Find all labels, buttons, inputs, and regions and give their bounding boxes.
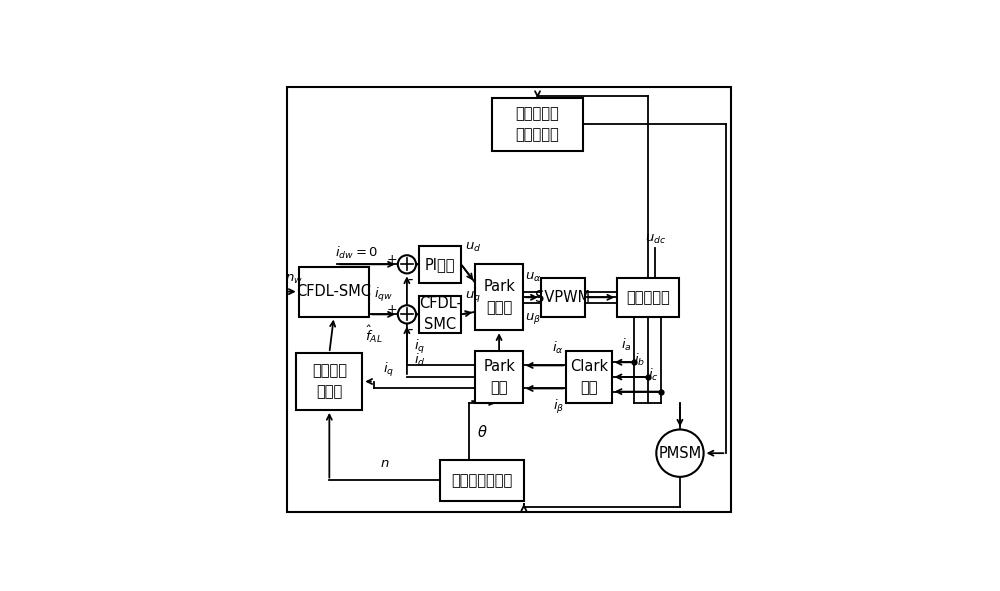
Text: $u_{dc}$: $u_{dc}$: [645, 233, 666, 246]
Text: 螺旋桨负载
与未知扰动: 螺旋桨负载 与未知扰动: [516, 106, 559, 142]
Text: -: -: [407, 322, 412, 336]
FancyBboxPatch shape: [299, 267, 369, 317]
Text: Park
逆变换: Park 逆变换: [483, 280, 515, 316]
Text: $i_\beta$: $i_\beta$: [553, 398, 564, 415]
Text: $i_a$: $i_a$: [621, 337, 632, 353]
FancyBboxPatch shape: [475, 351, 523, 403]
Text: CFDL-
SMC: CFDL- SMC: [419, 296, 462, 332]
Circle shape: [398, 255, 416, 274]
FancyBboxPatch shape: [419, 296, 461, 333]
Text: $u_d$: $u_d$: [465, 241, 481, 254]
Text: $i_q$: $i_q$: [414, 338, 425, 356]
Text: PMSM: PMSM: [658, 446, 702, 460]
Text: +: +: [387, 254, 398, 267]
Text: $u_\alpha$: $u_\alpha$: [525, 271, 542, 284]
Text: $i_d$: $i_d$: [414, 352, 425, 368]
Circle shape: [656, 430, 704, 477]
Circle shape: [398, 306, 416, 323]
Text: +: +: [387, 303, 398, 316]
Text: 扩张状态
观测器: 扩张状态 观测器: [312, 363, 347, 400]
Text: 位置和速度检测: 位置和速度检测: [451, 473, 512, 488]
FancyBboxPatch shape: [492, 98, 583, 151]
Text: CFDL-SMC: CFDL-SMC: [296, 284, 371, 299]
Text: PI控制: PI控制: [425, 257, 455, 272]
Text: Clark
变换: Clark 变换: [570, 359, 608, 395]
FancyBboxPatch shape: [475, 264, 523, 330]
FancyBboxPatch shape: [440, 460, 524, 501]
Text: $i_\alpha$: $i_\alpha$: [552, 340, 564, 356]
FancyBboxPatch shape: [419, 246, 461, 282]
Text: $i_q$: $i_q$: [383, 361, 394, 379]
Text: -: -: [407, 271, 412, 287]
Text: $i_c$: $i_c$: [648, 366, 659, 382]
Text: SVPWM: SVPWM: [535, 290, 591, 305]
FancyBboxPatch shape: [566, 351, 612, 403]
Text: $i_{qw}$: $i_{qw}$: [374, 287, 393, 304]
Text: $\hat{f}_{AL}$: $\hat{f}_{AL}$: [365, 324, 382, 346]
Text: 三相逆变器: 三相逆变器: [626, 290, 670, 305]
Text: Park
变换: Park 变换: [483, 359, 515, 395]
Text: $u_\beta$: $u_\beta$: [525, 311, 541, 326]
FancyBboxPatch shape: [541, 278, 585, 317]
Text: $i_{dw}=0$: $i_{dw}=0$: [335, 245, 378, 261]
Text: $n_w$: $n_w$: [285, 273, 303, 287]
Text: $u_q$: $u_q$: [465, 290, 481, 304]
Text: $n$: $n$: [380, 457, 389, 470]
FancyBboxPatch shape: [296, 353, 362, 410]
Text: $\theta$: $\theta$: [477, 424, 488, 440]
Text: $i_b$: $i_b$: [634, 352, 646, 368]
FancyBboxPatch shape: [617, 278, 679, 317]
